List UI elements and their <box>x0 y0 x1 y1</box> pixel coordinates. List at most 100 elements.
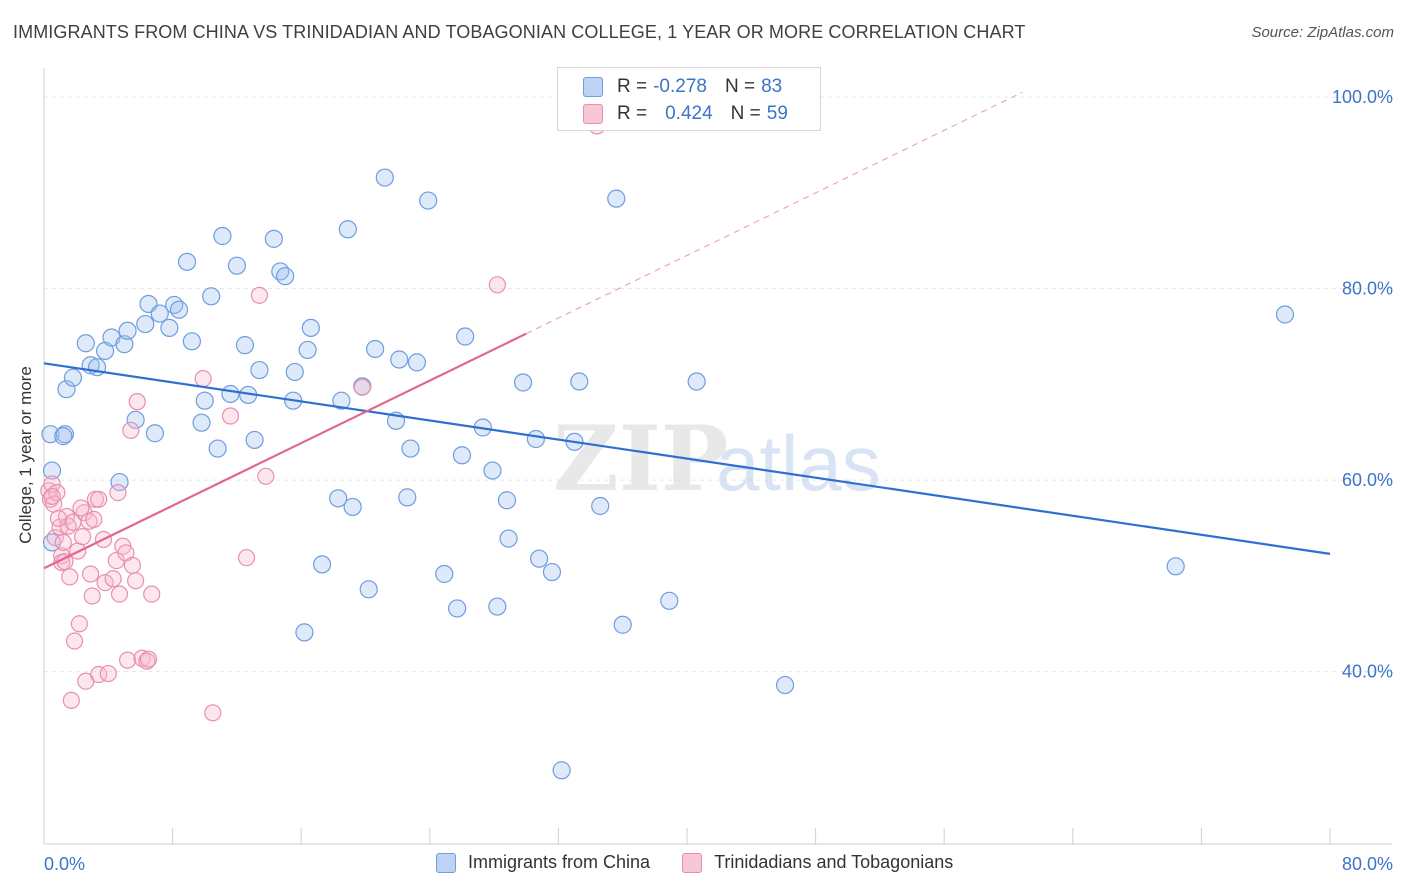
china-point <box>660 591 679 610</box>
china-point <box>126 410 145 429</box>
china-point <box>54 427 73 446</box>
trinidad-point <box>75 504 93 522</box>
china-point <box>250 360 269 380</box>
china-point <box>298 340 317 360</box>
legend-swatch-china <box>436 852 456 873</box>
trinidad-point <box>128 393 146 411</box>
trinidad-point <box>65 632 84 650</box>
trinidad-point <box>257 467 275 485</box>
china-point <box>483 461 502 480</box>
y-tick-label: 100.0% <box>1332 87 1393 107</box>
trinidad-point <box>237 549 256 567</box>
trinidad-point <box>61 568 79 586</box>
trinidad-point <box>73 528 92 546</box>
china-point <box>775 675 795 695</box>
source-label: Source: ZipAtlas.com <box>1251 24 1394 41</box>
china-point <box>542 562 562 582</box>
china-point <box>42 461 62 480</box>
china-point <box>570 372 589 391</box>
china-point <box>366 339 385 359</box>
legend-r-value: 0.424 <box>665 103 713 124</box>
legend-n-value: 83 <box>761 76 783 97</box>
china-point <box>448 599 467 618</box>
china-point <box>329 489 348 508</box>
china-point <box>213 226 232 246</box>
legend-label-china: Immigrants from China <box>468 852 651 872</box>
china-point <box>419 191 438 210</box>
legend-r-label: R = <box>617 76 648 97</box>
trinidad-point <box>143 585 161 603</box>
china-point <box>301 318 320 338</box>
trinidad-trend-line <box>43 332 527 570</box>
correlation-legend: R = -0.278 N = 83 R = 0.424 N = 59 <box>557 67 821 131</box>
trinidad-point <box>72 499 90 517</box>
trinidad-point <box>99 664 117 683</box>
china-point <box>177 252 197 271</box>
china-point <box>607 189 626 208</box>
y-tick-label: 60.0% <box>1342 470 1393 490</box>
x-tick-label: 80.0% <box>1342 854 1393 874</box>
china-point <box>401 439 420 458</box>
china-trend-line <box>43 362 1331 555</box>
china-point <box>169 300 189 319</box>
watermark-zip: ZIP <box>553 406 728 512</box>
trinidad-point <box>83 587 101 605</box>
trinidad-point <box>54 533 72 551</box>
trinidad-point <box>49 509 68 528</box>
china-point <box>276 267 295 286</box>
china-point <box>338 220 357 239</box>
china-point <box>488 597 507 616</box>
china-point <box>530 549 549 568</box>
china-point <box>456 327 475 346</box>
trinidad-point <box>109 483 127 502</box>
trinidad-point <box>353 378 371 396</box>
trinidad-point <box>221 407 240 425</box>
china-point <box>343 497 362 517</box>
china-point <box>552 761 571 780</box>
china-point <box>435 564 454 584</box>
legend-r-value: -0.278 <box>653 76 707 97</box>
china-point <box>591 496 610 516</box>
china-point <box>285 362 304 382</box>
trinidad-point <box>70 615 88 633</box>
china-point <box>513 373 533 392</box>
china-point <box>687 372 706 391</box>
y-tick-label: 40.0% <box>1342 662 1393 682</box>
legend-label-trinidad: Trinidadians and Tobagonians <box>714 852 954 872</box>
china-point <box>375 168 394 187</box>
watermark-atlas: atlas <box>716 419 881 507</box>
trinidad-point <box>62 691 80 709</box>
trinidad-point <box>43 475 61 493</box>
china-point <box>76 334 95 353</box>
china-point <box>150 304 169 323</box>
china-point <box>499 529 518 548</box>
china-point <box>115 335 134 354</box>
trinidad-point <box>104 570 122 588</box>
legend-n-value: 59 <box>766 103 788 124</box>
legend-swatch-china <box>583 77 603 97</box>
china-point <box>312 555 332 574</box>
x-tick-label: 0.0% <box>44 854 85 874</box>
legend-row-china: R = -0.278 N = 83 <box>583 75 782 99</box>
legend-n-label: N = <box>730 103 761 124</box>
trinidad-point <box>133 649 151 667</box>
china-point <box>208 439 227 458</box>
legend-swatch-trinidad <box>682 852 703 873</box>
y-axis-label: College, 1 year or more <box>16 366 35 544</box>
trinidad-point <box>96 574 114 592</box>
china-point <box>390 350 409 369</box>
china-point <box>613 615 632 634</box>
trinidad-point <box>43 487 61 506</box>
china-point <box>497 491 517 510</box>
china-point <box>245 430 264 450</box>
china-point <box>221 384 240 404</box>
legend-row-trinidad: R = 0.424 N = 59 <box>583 102 788 126</box>
china-point <box>452 446 472 465</box>
trinidad-point <box>122 421 140 439</box>
chart-title: IMMIGRANTS FROM CHINA VS TRINIDADIAN AND… <box>13 22 1026 42</box>
china-point <box>1275 305 1295 324</box>
legend-n-label: N = <box>724 76 756 97</box>
trinidad-point <box>90 490 108 508</box>
china-point <box>264 229 283 248</box>
